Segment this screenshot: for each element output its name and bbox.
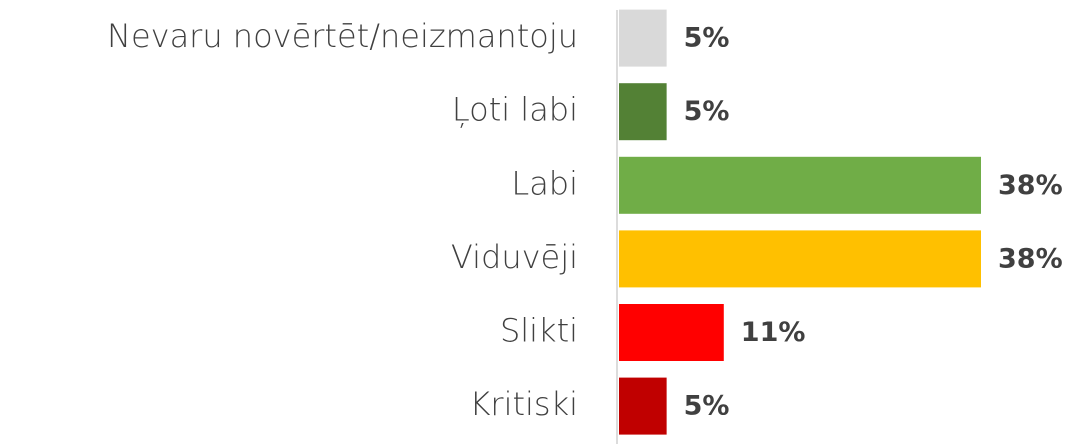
bar: [619, 156, 981, 214]
value-label: 5%: [684, 23, 730, 54]
category-label: Ļoti labi: [452, 91, 578, 129]
value-label: 5%: [684, 96, 730, 127]
bar: [619, 377, 667, 435]
value-label: 38%: [998, 243, 1063, 274]
value-label: 38%: [998, 170, 1063, 201]
bar: [619, 230, 981, 288]
category-label: Viduvēji: [451, 238, 578, 276]
value-label: 11%: [741, 317, 806, 348]
category-label: Kritiski: [469, 385, 578, 423]
bar: [619, 9, 667, 67]
category-label: Labi: [511, 164, 578, 202]
bar: [619, 304, 724, 361]
category-label: Nevaru novērtēt/neizmantoju: [107, 17, 578, 55]
value-label: 5%: [684, 391, 730, 422]
bar: [619, 83, 667, 141]
category-label: Slikti: [500, 312, 578, 350]
